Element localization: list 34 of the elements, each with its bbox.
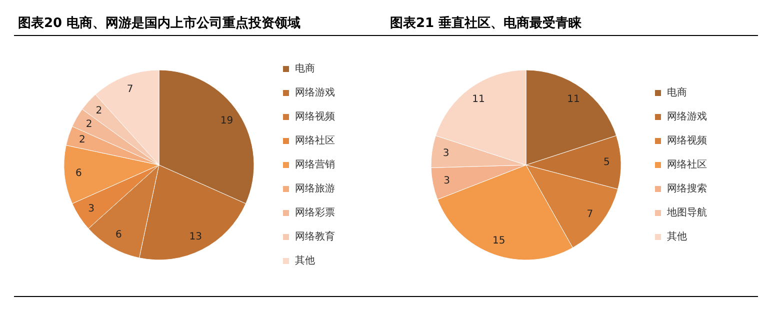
data-label: 7: [126, 84, 134, 96]
data-label: 6: [76, 168, 82, 179]
legend-label: 网络教育: [295, 230, 335, 242]
legend-label: 电商: [295, 62, 315, 74]
data-label: 19: [220, 116, 234, 127]
legend-label: 网络社区: [295, 134, 335, 146]
legend-label: 网络彩票: [295, 206, 335, 218]
chart-title: 图表20 电商、网游是国内上市公司重点投资领域: [14, 14, 386, 36]
legend-label: 网络视频: [667, 134, 707, 146]
legend-label: 网络视频: [295, 110, 335, 122]
legend-label: 网络旅游: [295, 182, 335, 194]
legend-label: 网络游戏: [667, 110, 707, 122]
legend-label: 网络游戏: [295, 86, 335, 98]
data-label: 5: [604, 157, 610, 168]
data-label: 6: [115, 229, 122, 240]
data-label: 3: [444, 176, 450, 187]
legend-label: 电商: [667, 86, 687, 98]
data-label: 15: [492, 236, 506, 247]
data-label: 3: [88, 203, 94, 214]
data-label: 2: [79, 134, 86, 146]
data-label: 13: [189, 231, 202, 242]
chart-title: 图表21 垂直社区、电商最受青睐: [386, 14, 758, 36]
legend-label: 网络社区: [667, 158, 707, 170]
data-label: 7: [586, 208, 594, 220]
data-label: 2: [86, 119, 92, 130]
data-label: 2: [96, 105, 102, 116]
data-label: 11: [472, 94, 485, 106]
legend-label: 其他: [667, 230, 687, 242]
data-label: 3: [442, 148, 450, 160]
legend-label: 网络搜索: [667, 182, 707, 194]
legend-label: 其他: [295, 254, 315, 266]
legend-label: 地图导航: [666, 206, 707, 218]
legend-label: 网络营销: [295, 158, 335, 170]
data-label: 11: [567, 94, 580, 106]
